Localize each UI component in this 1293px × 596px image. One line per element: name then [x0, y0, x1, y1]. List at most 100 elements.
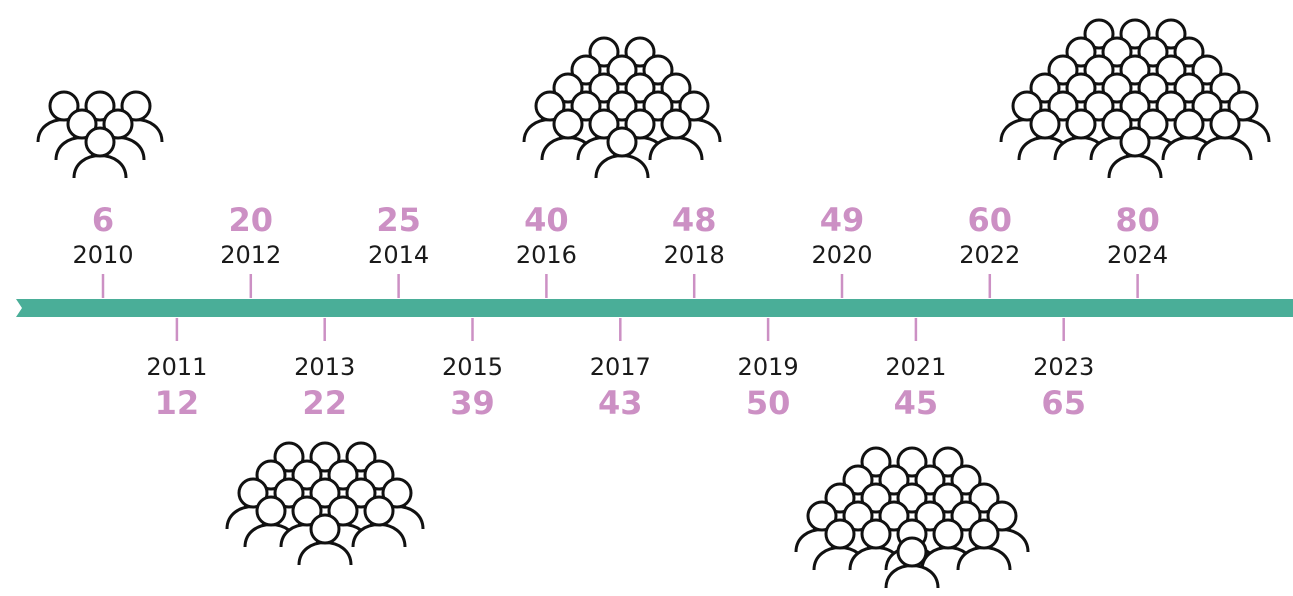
person-head — [588, 36, 620, 68]
person-head — [1047, 90, 1079, 122]
person-head — [1119, 126, 1151, 158]
entry-year: 2024 — [1107, 241, 1168, 269]
person-head — [914, 464, 946, 496]
person-head — [1173, 108, 1205, 140]
entry-year: 2022 — [959, 241, 1020, 269]
entries: 6201020111220201220132225201420153940201… — [72, 201, 1168, 422]
person-head — [552, 72, 584, 104]
person-head — [624, 36, 656, 68]
person-head — [291, 495, 323, 527]
entry-year: 2015 — [442, 353, 503, 381]
crowd — [522, 36, 722, 179]
person-head — [327, 495, 359, 527]
person-head — [968, 482, 1000, 514]
crowd — [999, 18, 1271, 179]
person-head — [1155, 18, 1187, 50]
entry-value: 60 — [968, 201, 1013, 239]
person-head — [309, 477, 341, 509]
person-head — [824, 518, 856, 550]
person-head — [1191, 90, 1223, 122]
person-head — [896, 536, 928, 568]
person-head — [363, 459, 395, 491]
person-head — [588, 108, 620, 140]
entry-year: 2014 — [368, 241, 429, 269]
person-head — [1083, 54, 1115, 86]
entry-year: 2012 — [220, 241, 281, 269]
timeline-bar — [16, 299, 1293, 317]
person-head — [1137, 108, 1169, 140]
crowd — [794, 446, 1030, 589]
person-head — [660, 72, 692, 104]
person-head — [552, 108, 584, 140]
person-head — [932, 446, 964, 478]
person-head — [860, 482, 892, 514]
person-head — [660, 108, 692, 140]
person-head — [84, 90, 116, 122]
person-head — [1101, 36, 1133, 68]
entry-year: 2023 — [1033, 353, 1094, 381]
person-head — [309, 441, 341, 473]
person-head — [932, 518, 964, 550]
entry-value: 25 — [376, 201, 421, 239]
person-head — [570, 90, 602, 122]
entry-value: 39 — [450, 384, 495, 422]
person-head — [1101, 72, 1133, 104]
person-head — [1209, 108, 1241, 140]
person-head — [642, 54, 674, 86]
person-head — [1065, 72, 1097, 104]
entry-year: 2013 — [294, 353, 355, 381]
person-head — [950, 464, 982, 496]
person-head — [624, 108, 656, 140]
person-head — [381, 477, 413, 509]
person-head — [860, 518, 892, 550]
person-head — [878, 464, 910, 496]
person-head — [345, 477, 377, 509]
person-head — [273, 477, 305, 509]
person-head — [896, 446, 928, 478]
entry-year: 2011 — [146, 353, 207, 381]
person-head — [309, 513, 341, 545]
person-head — [932, 482, 964, 514]
entry-value: 65 — [1041, 384, 1086, 422]
person-head — [950, 500, 982, 532]
person-head — [1011, 90, 1043, 122]
entry-year: 2021 — [885, 353, 946, 381]
entry-year: 2010 — [72, 241, 133, 269]
person-head — [806, 500, 838, 532]
person-head — [968, 518, 1000, 550]
person-head — [1173, 72, 1205, 104]
person-head — [255, 459, 287, 491]
person-head — [1173, 36, 1205, 68]
entry-value: 45 — [894, 384, 939, 422]
person-head — [363, 495, 395, 527]
person-head — [1155, 54, 1187, 86]
person-head — [606, 90, 638, 122]
person-head — [1137, 72, 1169, 104]
person-head — [606, 126, 638, 158]
crowd-icons — [36, 18, 1271, 589]
person-head — [273, 441, 305, 473]
person-head — [1029, 108, 1061, 140]
entry-year: 2019 — [738, 353, 799, 381]
person-head — [606, 54, 638, 86]
person-head — [1065, 36, 1097, 68]
person-head — [1083, 90, 1115, 122]
person-head — [534, 90, 566, 122]
person-head — [914, 500, 946, 532]
person-head — [878, 500, 910, 532]
entry-value: 50 — [746, 384, 791, 422]
person-head — [1227, 90, 1259, 122]
person-head — [84, 126, 116, 158]
entry-value: 43 — [598, 384, 643, 422]
person-head — [588, 72, 620, 104]
person-head — [327, 459, 359, 491]
person-head — [860, 446, 892, 478]
person-head — [642, 90, 674, 122]
person-head — [624, 72, 656, 104]
person-head — [570, 54, 602, 86]
person-head — [291, 459, 323, 491]
entry-year: 2017 — [590, 353, 651, 381]
person-head — [1119, 90, 1151, 122]
person-head — [48, 90, 80, 122]
